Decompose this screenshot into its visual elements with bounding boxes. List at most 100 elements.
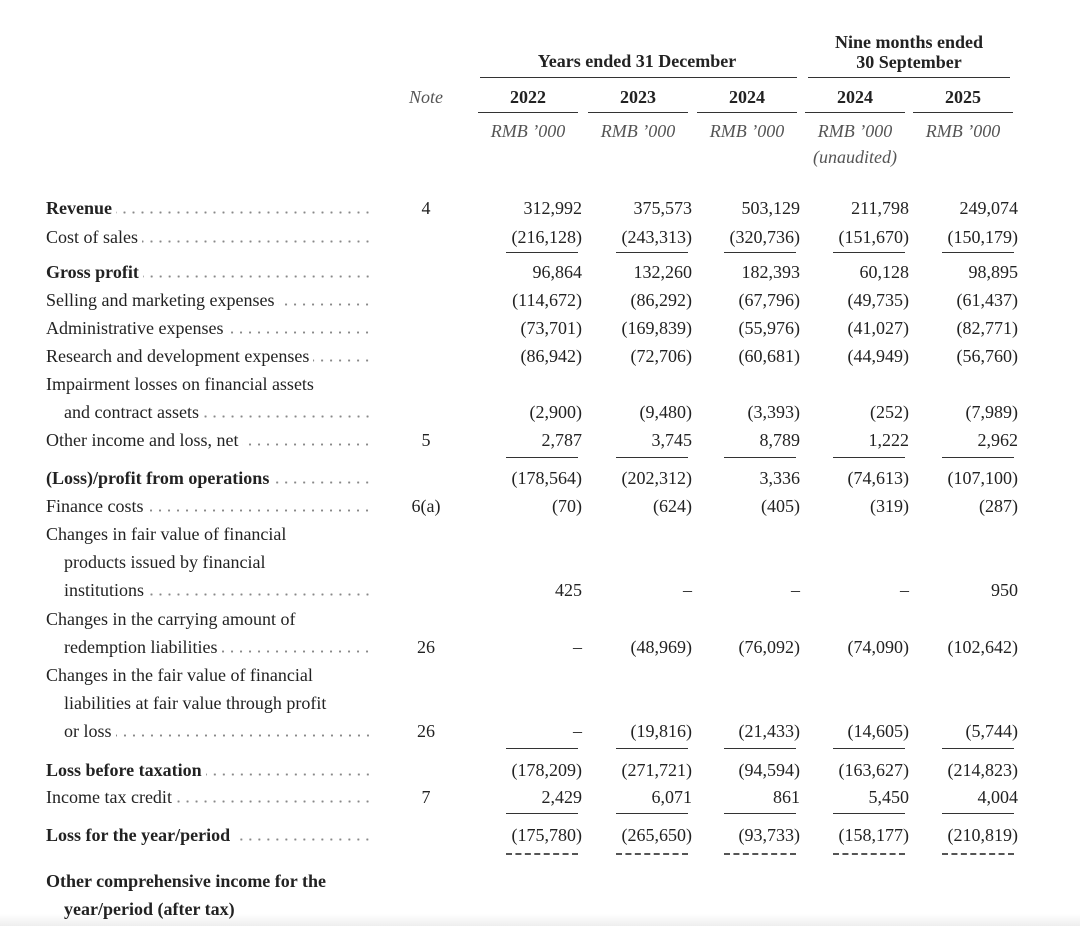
- rule: [506, 813, 578, 814]
- amount: 503,129: [741, 198, 801, 218]
- rule: [724, 252, 796, 253]
- row-label: institutions: [64, 580, 145, 601]
- amount: (70): [552, 496, 582, 516]
- amount: –: [573, 637, 582, 658]
- year-heading: 2023: [620, 87, 656, 107]
- rule: [697, 112, 797, 113]
- leader-dots: [116, 211, 372, 214]
- amount: (5,744): [965, 721, 1019, 742]
- row-label: Changes in the fair value of financial: [46, 665, 313, 685]
- bottom-shade: [0, 914, 1080, 926]
- row-label: Other income and loss, net: [46, 430, 239, 450]
- amount: (252): [870, 402, 909, 423]
- label-line: redemption liabilities: [64, 636, 372, 658]
- amount: 96,864: [532, 262, 583, 282]
- amount: (7,989): [965, 402, 1019, 423]
- rule: [942, 813, 1014, 814]
- note-ref: 4: [421, 198, 431, 218]
- rule: [506, 748, 578, 749]
- amount: 182,393: [741, 262, 801, 282]
- leader-dots: [313, 359, 372, 362]
- amount: (86,292): [630, 290, 693, 310]
- year-heading: 2024: [729, 87, 765, 107]
- row-label: (Loss)/profit from operations: [46, 468, 270, 488]
- rule: [913, 112, 1013, 113]
- amount: (9,480): [639, 402, 693, 423]
- amount: (158,177): [838, 825, 910, 845]
- row-label: Loss before taxation: [46, 760, 202, 780]
- year-heading: 2025: [945, 87, 981, 107]
- amount: (107,100): [947, 468, 1019, 488]
- row-label: Administrative expenses: [46, 318, 224, 338]
- label-line: Gross profit: [46, 261, 372, 283]
- label-line: Other income and loss, net: [46, 429, 372, 451]
- amount: 249,074: [959, 198, 1019, 218]
- rule: [942, 748, 1014, 749]
- amount: (114,672): [512, 290, 582, 310]
- label-line: Finance costs: [46, 495, 372, 517]
- amount: (202,312): [621, 468, 693, 488]
- group-heading: 30 September: [856, 52, 962, 72]
- amount: (151,670): [838, 227, 910, 247]
- group-heading: Years ended 31 December: [537, 51, 737, 71]
- year-heading: 2024: [837, 87, 873, 107]
- amount: (73,701): [520, 318, 583, 338]
- rule: [506, 252, 578, 253]
- amount: 5,450: [868, 787, 910, 807]
- amount: 861: [773, 787, 800, 807]
- rule: [616, 457, 688, 458]
- amount: (210,819): [947, 825, 1019, 845]
- amount: (178,564): [511, 468, 583, 488]
- amount: (93,733): [738, 825, 801, 845]
- label-line: institutions: [64, 579, 372, 601]
- amount: (56,760): [956, 346, 1019, 366]
- amount: 1,222: [868, 430, 910, 450]
- amount: 6,071: [651, 787, 693, 807]
- amount: (175,780): [511, 825, 583, 845]
- rule: [833, 252, 905, 253]
- amount: (265,650): [621, 825, 693, 845]
- amount: (74,090): [847, 637, 910, 658]
- rule: [805, 112, 905, 113]
- row-label: Income tax credit: [46, 787, 172, 807]
- amount: 950: [991, 580, 1018, 601]
- label-line: Administrative expenses: [46, 317, 372, 339]
- amount: –: [573, 721, 582, 742]
- rule: [724, 457, 796, 458]
- unit-label: RMB ’000: [490, 121, 566, 141]
- amount: (72,706): [630, 346, 693, 366]
- amount: –: [683, 580, 692, 601]
- unit-label: RMB ’000: [925, 121, 1001, 141]
- amount: (76,092): [738, 637, 801, 658]
- amount: (67,796): [738, 290, 801, 310]
- row-label: Cost of sales: [46, 227, 138, 247]
- note-ref: 6(a): [411, 496, 441, 516]
- amount: (44,949): [847, 346, 910, 366]
- year-heading: 2022: [510, 87, 546, 107]
- dashed-rule: [942, 853, 1014, 855]
- row-label: Changes in the carrying amount of: [46, 609, 296, 629]
- amount: (3,393): [747, 402, 801, 423]
- row-label: Impairment losses on financial assets: [46, 374, 314, 394]
- amount: (102,642): [947, 637, 1019, 658]
- amount: (150,179): [947, 227, 1019, 247]
- note-ref: 7: [421, 787, 431, 807]
- unit-label: RMB ’000: [709, 121, 785, 141]
- leader-dots: [221, 650, 372, 654]
- row-label: Research and development expenses: [46, 346, 310, 366]
- rule: [616, 252, 688, 253]
- unaudited-label: (unaudited): [813, 147, 897, 167]
- amount: (49,735): [847, 290, 910, 310]
- rule: [724, 748, 796, 749]
- row-label: or loss: [64, 721, 112, 742]
- leader-dots: [227, 331, 372, 334]
- row-label: Selling and marketing expenses: [46, 290, 275, 310]
- rule: [478, 112, 578, 113]
- label-line: Research and development expenses: [46, 345, 372, 367]
- label-line: (Loss)/profit from operations: [46, 467, 372, 489]
- amount: 4,004: [977, 787, 1019, 807]
- amount: 132,260: [633, 262, 693, 282]
- note-ref: 26: [417, 637, 435, 658]
- row-label: Finance costs: [46, 496, 144, 516]
